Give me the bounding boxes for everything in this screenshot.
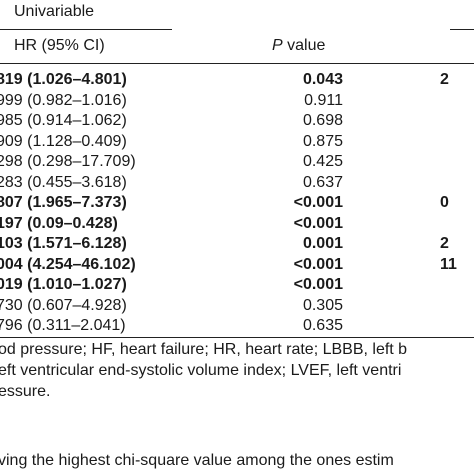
header-bottom-rule (0, 63, 474, 64)
hr-column-header: HR (95% CI) (14, 37, 105, 54)
table-row: 796 (0.311–2.041) 0.635 (0, 317, 474, 338)
p-value-cell: 0.001 (302, 235, 343, 252)
p-value-cell: 0.635 (302, 317, 343, 334)
table-row: 819 (1.026–4.801) 0.043 2 (0, 71, 474, 92)
abbreviation-notes: od pressure; HF, heart failure; HR, hear… (0, 339, 407, 402)
p-value-cell: <0.001 (293, 214, 343, 232)
p-value-cell: 0.637 (302, 173, 343, 191)
hr-ci-cell: 103 (1.571–6.128) (0, 235, 127, 252)
p-value-cell: 0.043 (302, 71, 343, 88)
table-row: 197 (0.09–0.428) <0.001 (0, 215, 474, 236)
hr-ci-cell: 807 (1.965–7.373) (0, 194, 127, 211)
table-row: 103 (1.571–6.128) 0.001 2 (0, 235, 474, 256)
p-value-cell: 0.305 (302, 296, 343, 314)
hr-ci-cell: 909 (1.128–0.409) (0, 132, 127, 150)
multivariable-hr-cell: 2 (440, 71, 449, 88)
table-body: 819 (1.026–4.801) 0.043 2 999 (0.982–1.016)… (0, 71, 474, 338)
hr-ci-cell: 298 (0.298–17.709) (0, 153, 136, 170)
p-value-cell: <0.001 (293, 255, 343, 273)
hr-ci-cell: 819 (1.026–4.801) (0, 71, 127, 88)
table-row: 004 (4.254–46.102) <0.001 11 (0, 256, 474, 277)
hr-ci-cell: 019 (1.010–1.027) (0, 276, 127, 293)
table-row: 807 (1.965–7.373) <0.001 0 (0, 194, 474, 215)
note-line: od pressure; HF, heart failure; HR, hear… (0, 341, 408, 358)
univariable-group-header: Univariable (14, 3, 95, 20)
p-value-cell: 0.698 (302, 112, 343, 129)
hr-ci-cell: 999 (0.982–1.016) (0, 91, 127, 109)
hr-ci-cell: 730 (0.607–4.928) (0, 296, 127, 314)
note-line: eft ventricular end-systolic volume inde… (0, 362, 402, 379)
table-row: 985 (0.914–1.062) 0.698 (0, 112, 474, 133)
multivariable-hr-cell: 0 (440, 194, 449, 211)
hr-ci-cell: 004 (4.254–46.102) (0, 255, 136, 273)
p-value-column-header: P value (272, 37, 325, 55)
p-value-cell: <0.001 (293, 276, 343, 293)
p-value-label: value (282, 37, 326, 54)
hr-ci-cell: 985 (0.914–1.062) (0, 112, 127, 129)
table-row: 730 (0.607–4.928) 0.305 (0, 297, 474, 318)
multivariable-hr-cell: 2 (440, 235, 449, 252)
p-value-cell: 0.911 (304, 91, 343, 109)
note-line: essure. (0, 383, 51, 400)
table-row: 909 (1.128–0.409) 0.875 (0, 133, 474, 154)
multivariable-hr-cell: 11 (440, 255, 457, 273)
table-row: 999 (0.982–1.016) 0.911 (0, 92, 474, 113)
p-value-cell: 0.425 (302, 153, 343, 170)
p-value-cell: <0.001 (293, 194, 343, 211)
table-row: 283 (0.455–3.618) 0.637 (0, 174, 474, 195)
footnote: ving the highest chi-square value among … (0, 452, 394, 469)
table-bottom-rule (0, 337, 474, 338)
p-italic: P (272, 37, 283, 54)
next-group-header-rule (450, 29, 474, 30)
table-row: 298 (0.298–17.709) 0.425 (0, 153, 474, 174)
hr-ci-cell: 796 (0.311–2.041) (0, 317, 126, 334)
hr-ci-cell: 283 (0.455–3.618) (0, 173, 127, 191)
table-row: 019 (1.010–1.027) <0.001 (0, 276, 474, 297)
p-value-cell: 0.875 (302, 132, 343, 150)
group-header-rule (0, 29, 172, 30)
hr-ci-cell: 197 (0.09–0.428) (0, 214, 118, 232)
